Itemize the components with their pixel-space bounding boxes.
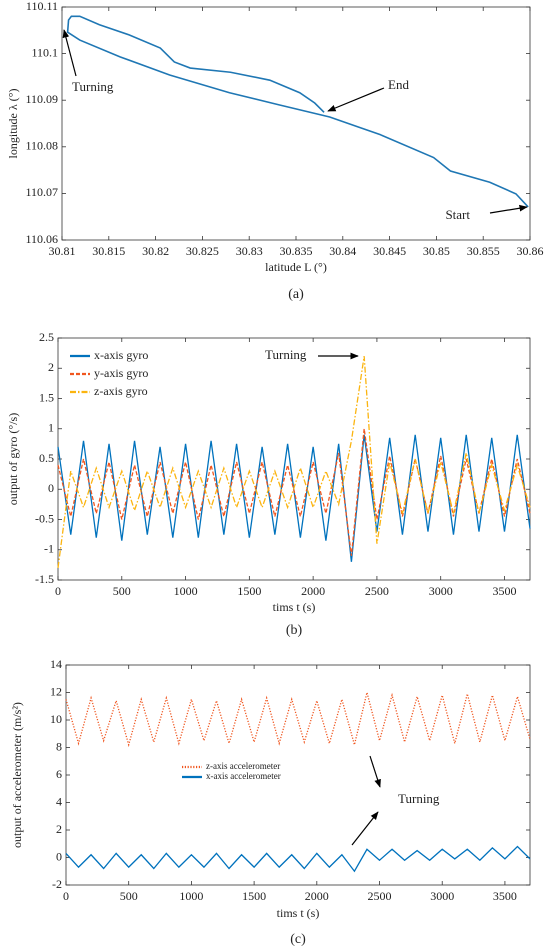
annotation: Start [445,207,470,222]
x-tick-label: 30.845 [373,244,406,258]
annotation-arrow [351,811,379,846]
y-tick-label: 1 [48,421,54,435]
caption: (b) [286,623,303,638]
y-tick-label: -1 [44,542,54,556]
y-axis-label: longitude λ (°) [6,89,20,159]
x-tick-label: 30.825 [186,244,219,258]
y-tick-label: 14 [50,657,62,671]
series-line [57,356,531,568]
annotation-arrow [327,87,385,112]
y-tick-label: 2 [48,360,54,374]
subplot: 0 500 1000 1500 2000 2500 3000 3500 -1.5 -1 -0.5 0 0… [6,330,531,638]
y-tick-label: 2.5 [39,330,54,344]
annotation: Turning [72,79,114,94]
x-tick-label: 3500 [493,889,517,903]
x-tick-label: 2500 [365,584,389,598]
y-tick-label: 1.5 [39,390,54,404]
x-tick-label: 30.835 [280,244,313,258]
x-tick-label: 3000 [429,584,453,598]
x-tick-label: 2500 [368,889,392,903]
caption: (a) [288,287,304,302]
y-tick-label: 0.5 [39,451,54,465]
trajectory-line [66,15,529,208]
y-tick-label: 4 [56,794,62,808]
y-tick-label: -1.5 [35,572,54,586]
plot-frame [61,6,531,241]
x-tick-label: 1000 [179,889,203,903]
y-tick-label: 12 [50,684,62,698]
legend-label: z-axis accelerometer [206,761,280,771]
subplot: 0 500 1000 1500 2000 2500 3000 3500-20246810121… [10,657,531,947]
y-tick-label: 110.08 [25,139,58,153]
x-tick-label: 1500 [237,584,261,598]
x-tick-label: 2000 [305,889,329,903]
y-tick-label: 2 [56,822,62,836]
y-tick-label: 110.09 [25,92,58,106]
y-tick-label: 110.06 [25,232,58,246]
annotation: Turning [265,347,307,362]
series-line [65,692,531,748]
annotation-arrow [489,204,528,214]
x-tick-label: 500 [113,584,131,598]
x-tick-label: 30.83 [236,244,263,258]
y-tick-label: 8 [56,739,62,753]
x-tick-label: 30.86 [517,244,544,258]
x-tick-label: 1000 [174,584,198,598]
x-tick-label: 30.81 [49,244,76,258]
caption: (c) [290,932,306,947]
legend-label: x-axis accelerometer [206,771,281,781]
y-tick-label: 110.1 [31,45,58,59]
y-axis-label: output of accelerometer (m/s²) [10,702,24,848]
x-tick-label: 3500 [492,584,516,598]
annotation-arrow [369,755,381,788]
y-tick-label: 6 [56,767,62,781]
legend-box [177,759,295,785]
x-tick-label: 0 [55,584,61,598]
x-tick-label: 30.815 [92,244,125,258]
subplot: 30.81 30.815 30.82 30.825 30.83 30.835 30.84 30… [6,0,544,302]
x-axis-label: latitude L (°) [265,260,327,274]
x-axis-label: tims t (s) [277,906,320,920]
x-tick-label: 3000 [430,889,454,903]
x-tick-label: 2000 [301,584,325,598]
annotation: End [388,77,409,92]
y-tick-label: 0 [56,849,62,863]
series-line [57,428,531,556]
x-tick-label: 0 [63,889,69,903]
x-tick-label: 500 [120,889,138,903]
y-axis-label: output of gyro (°/s) [6,413,20,505]
x-tick-label: 30.855 [467,244,500,258]
legend-label: y-axis gyro [94,366,148,380]
annotation: Turning [398,791,440,806]
legend-label: x-axis gyro [94,348,148,362]
series-line [65,845,531,873]
y-tick-label: 110.11 [26,0,58,13]
plot-frame [65,664,531,886]
y-tick-label: -0.5 [35,511,54,525]
x-tick-label: 30.85 [423,244,450,258]
legend-label: z-axis gyro [94,384,148,398]
annotation-arrow [62,29,77,77]
y-tick-label: 10 [50,712,62,726]
x-tick-label: 1500 [242,889,266,903]
x-tick-label: 30.84 [329,244,356,258]
x-tick-label: 30.82 [142,244,169,258]
y-tick-label: 0 [48,481,54,495]
y-tick-label: 110.07 [25,185,58,199]
x-axis-label: tims t (s) [273,600,316,614]
y-tick-label: -2 [52,877,62,891]
